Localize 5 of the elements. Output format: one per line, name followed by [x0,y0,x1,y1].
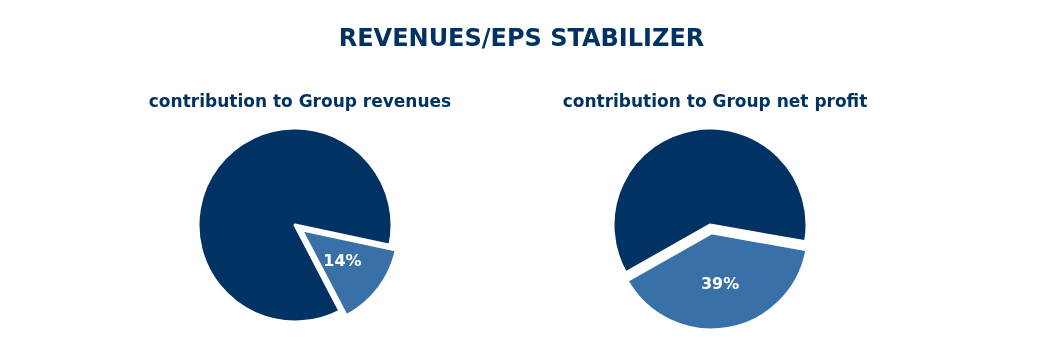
data-label: 39% [700,274,740,294]
chart-title: contribution to Group net profit [562,90,868,111]
text: REVENUES/EPS STABILIZER [337,24,706,52]
data-label: 14% [323,251,362,271]
chart-subtitle: contribution to Group revenues [148,90,452,111]
